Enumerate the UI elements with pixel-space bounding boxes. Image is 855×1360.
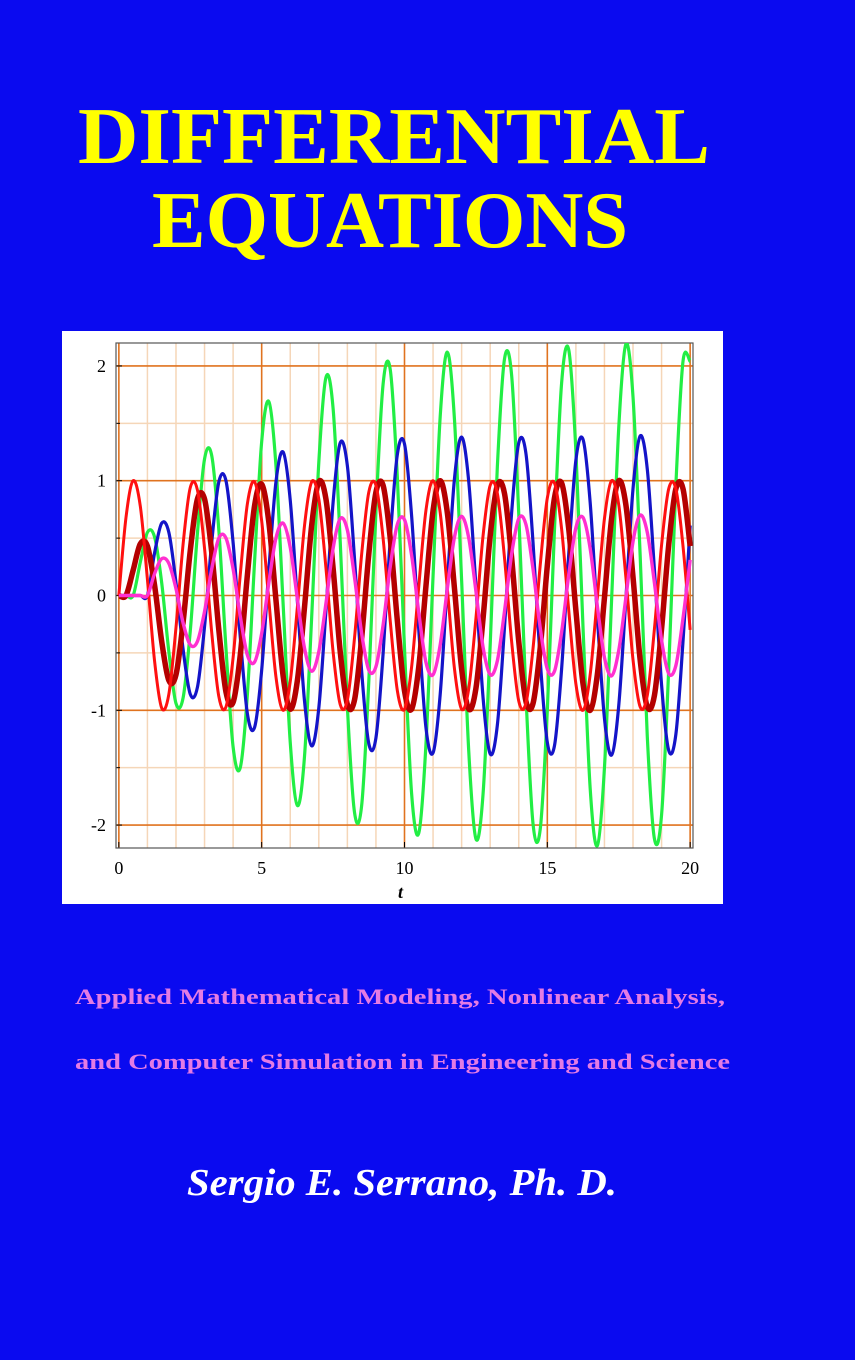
- data-line: [118, 433, 692, 757]
- y-tick-label: -2: [91, 815, 106, 835]
- x-tick-label: 0: [114, 858, 123, 878]
- data-line: [118, 513, 692, 678]
- data-line: [118, 343, 692, 848]
- chart: 0 5 10 15 20 -2 -1 0 1 2 t: [91, 342, 699, 902]
- plot-frame: [115, 342, 694, 849]
- data-line: [117, 478, 692, 712]
- x-axis-label: t: [398, 882, 404, 902]
- subtitle-line: Applied Mathematical Modeling, Nonlinear…: [75, 984, 725, 1009]
- y-tick-label: 1: [97, 471, 106, 491]
- y-tick-label: 2: [97, 356, 106, 376]
- chart-panel: [62, 331, 723, 904]
- x-tick-label: 20: [681, 858, 699, 878]
- x-tick-label: 5: [257, 858, 266, 878]
- x-tick-label: 15: [538, 858, 556, 878]
- title-line: EQUATIONS: [152, 177, 628, 265]
- author: Sergio E. Serrano, Ph. D.: [187, 1162, 617, 1204]
- y-tick-label: 0: [97, 586, 106, 606]
- x-tick-label: 10: [396, 858, 414, 878]
- y-tick-label: -1: [91, 700, 106, 720]
- title-line: DIFFERENTIAL: [78, 93, 710, 181]
- subtitle-line: and Computer Simulation in Engineering a…: [75, 1049, 730, 1074]
